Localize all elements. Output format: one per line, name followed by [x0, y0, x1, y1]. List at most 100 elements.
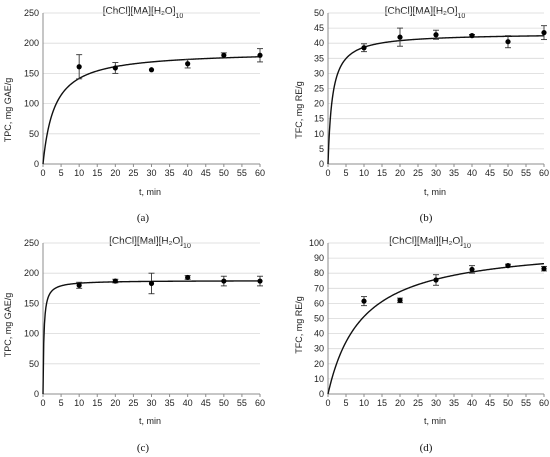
x-tick-label: 40 — [467, 168, 477, 178]
y-tick-label: 200 — [24, 268, 39, 278]
data-point — [185, 61, 191, 67]
y-tick-label: 45 — [314, 23, 324, 33]
fitted-curve — [42, 56, 261, 165]
x-tick-label: 35 — [449, 168, 459, 178]
x-tick-label: 20 — [395, 398, 405, 408]
data-point — [505, 39, 511, 45]
x-tick-label: 40 — [183, 398, 193, 408]
x-tick-label: 0 — [40, 398, 45, 408]
x-tick-label: 20 — [395, 168, 405, 178]
data-point — [148, 280, 155, 287]
x-tick-label: 30 — [146, 398, 156, 408]
data-point — [397, 297, 403, 303]
y-tick-label: 250 — [24, 8, 39, 18]
x-tick-label: 15 — [92, 168, 102, 178]
y-tick-label: 0 — [34, 389, 39, 399]
chart-title-c: [ChCl][Mal][H₂O]10 — [109, 236, 191, 250]
x-tick-label: 40 — [183, 168, 193, 178]
y-tick-label: 30 — [314, 68, 324, 78]
y-tick-label: 20 — [314, 359, 324, 369]
y-tick-label: 30 — [314, 344, 324, 354]
x-tick-label: 15 — [92, 398, 102, 408]
x-tick-label: 35 — [165, 168, 175, 178]
y-tick-label: 0 — [34, 159, 39, 169]
y-tick-label: 20 — [314, 99, 324, 109]
x-tick-label: 45 — [485, 398, 495, 408]
x-tick-label: 60 — [255, 398, 265, 408]
y-tick-label: 0 — [319, 159, 324, 169]
x-tick-label: 15 — [377, 398, 387, 408]
y-tick-label: 10 — [314, 129, 324, 139]
x-tick-label: 60 — [539, 168, 549, 178]
x-tick-label: 30 — [431, 168, 441, 178]
x-tick-label: 50 — [503, 398, 513, 408]
x-axis-label-a: t, min — [139, 187, 161, 197]
y-tick-label: 50 — [314, 314, 324, 324]
data-point — [112, 278, 118, 284]
x-tick-label: 0 — [40, 168, 45, 178]
x-tick-label: 45 — [201, 398, 211, 408]
x-tick-label: 0 — [325, 168, 330, 178]
x-tick-label: 10 — [74, 168, 84, 178]
x-tick-label: 25 — [128, 168, 138, 178]
chart-panel-c: [ChCl][Mal][H₂O]10 t, min TPC, mg GAE/g … — [3, 236, 265, 454]
x-tick-label: 5 — [59, 168, 64, 178]
y-tick-label: 70 — [314, 283, 324, 293]
panel-label-a: (a) — [137, 212, 150, 224]
data-point — [433, 277, 439, 283]
data-point — [397, 34, 403, 40]
data-point — [541, 30, 547, 36]
data-point — [185, 274, 191, 281]
y-tick-label: 150 — [24, 68, 39, 78]
x-tick-label: 55 — [521, 168, 531, 178]
x-tick-label: 25 — [413, 398, 423, 408]
y-tick-label: 60 — [314, 298, 324, 308]
data-point — [221, 52, 227, 58]
data-point — [257, 52, 263, 58]
x-tick-label: 5 — [343, 168, 348, 178]
x-tick-label: 5 — [59, 398, 64, 408]
y-tick-label: 100 — [24, 329, 39, 339]
chart-title-b: [ChCl][MA][H₂O]10 — [385, 6, 466, 20]
y-tick-label: 50 — [29, 359, 39, 369]
y-tick-label: 100 — [24, 99, 39, 109]
x-tick-label: 45 — [485, 168, 495, 178]
x-tick-label: 10 — [359, 168, 369, 178]
x-tick-label: 40 — [467, 398, 477, 408]
y-tick-label: 40 — [314, 329, 324, 339]
panel-label-b: (b) — [420, 212, 433, 224]
data-point — [361, 298, 367, 304]
data-point — [221, 278, 227, 284]
chart-panel-d: [ChCl][Mal][H₂O]10 t, min TFC, mg RE/g (… — [294, 236, 549, 454]
y-tick-label: 10 — [314, 374, 324, 384]
data-point — [76, 282, 82, 288]
x-tick-label: 30 — [146, 168, 156, 178]
x-tick-label: 35 — [165, 398, 175, 408]
x-tick-label: 30 — [431, 398, 441, 408]
chart-panel-b: [ChCl][MA][H₂O]10 t, min TFC, mg RE/g (b… — [294, 6, 549, 224]
x-tick-label: 50 — [503, 168, 513, 178]
x-tick-label: 60 — [255, 168, 265, 178]
data-point — [433, 32, 439, 38]
chart-panel-a: [ChCl][MA][H₂O]10 t, min TPC, mg GAE/g (… — [3, 6, 265, 224]
x-tick-label: 60 — [539, 398, 549, 408]
y-tick-label: 0 — [319, 389, 324, 399]
data-point — [469, 266, 475, 273]
y-tick-label: 80 — [314, 268, 324, 278]
y-tick-label: 150 — [24, 298, 39, 308]
data-point — [257, 278, 263, 284]
x-tick-label: 35 — [449, 398, 459, 408]
data-point — [148, 67, 155, 73]
x-tick-label: 10 — [74, 398, 84, 408]
y-tick-label: 5 — [319, 144, 324, 154]
fitted-curve — [42, 280, 260, 395]
y-tick-label: 15 — [314, 114, 324, 124]
x-tick-label: 20 — [110, 168, 120, 178]
x-axis-label-d: t, min — [424, 416, 446, 426]
panel-label-d: (d) — [420, 442, 433, 454]
y-tick-label: 200 — [24, 38, 39, 48]
x-tick-label: 0 — [325, 398, 330, 408]
data-point — [505, 263, 511, 269]
chart-title-d: [ChCl][Mal][H₂O]10 — [389, 236, 471, 250]
fitted-curve — [327, 35, 545, 165]
